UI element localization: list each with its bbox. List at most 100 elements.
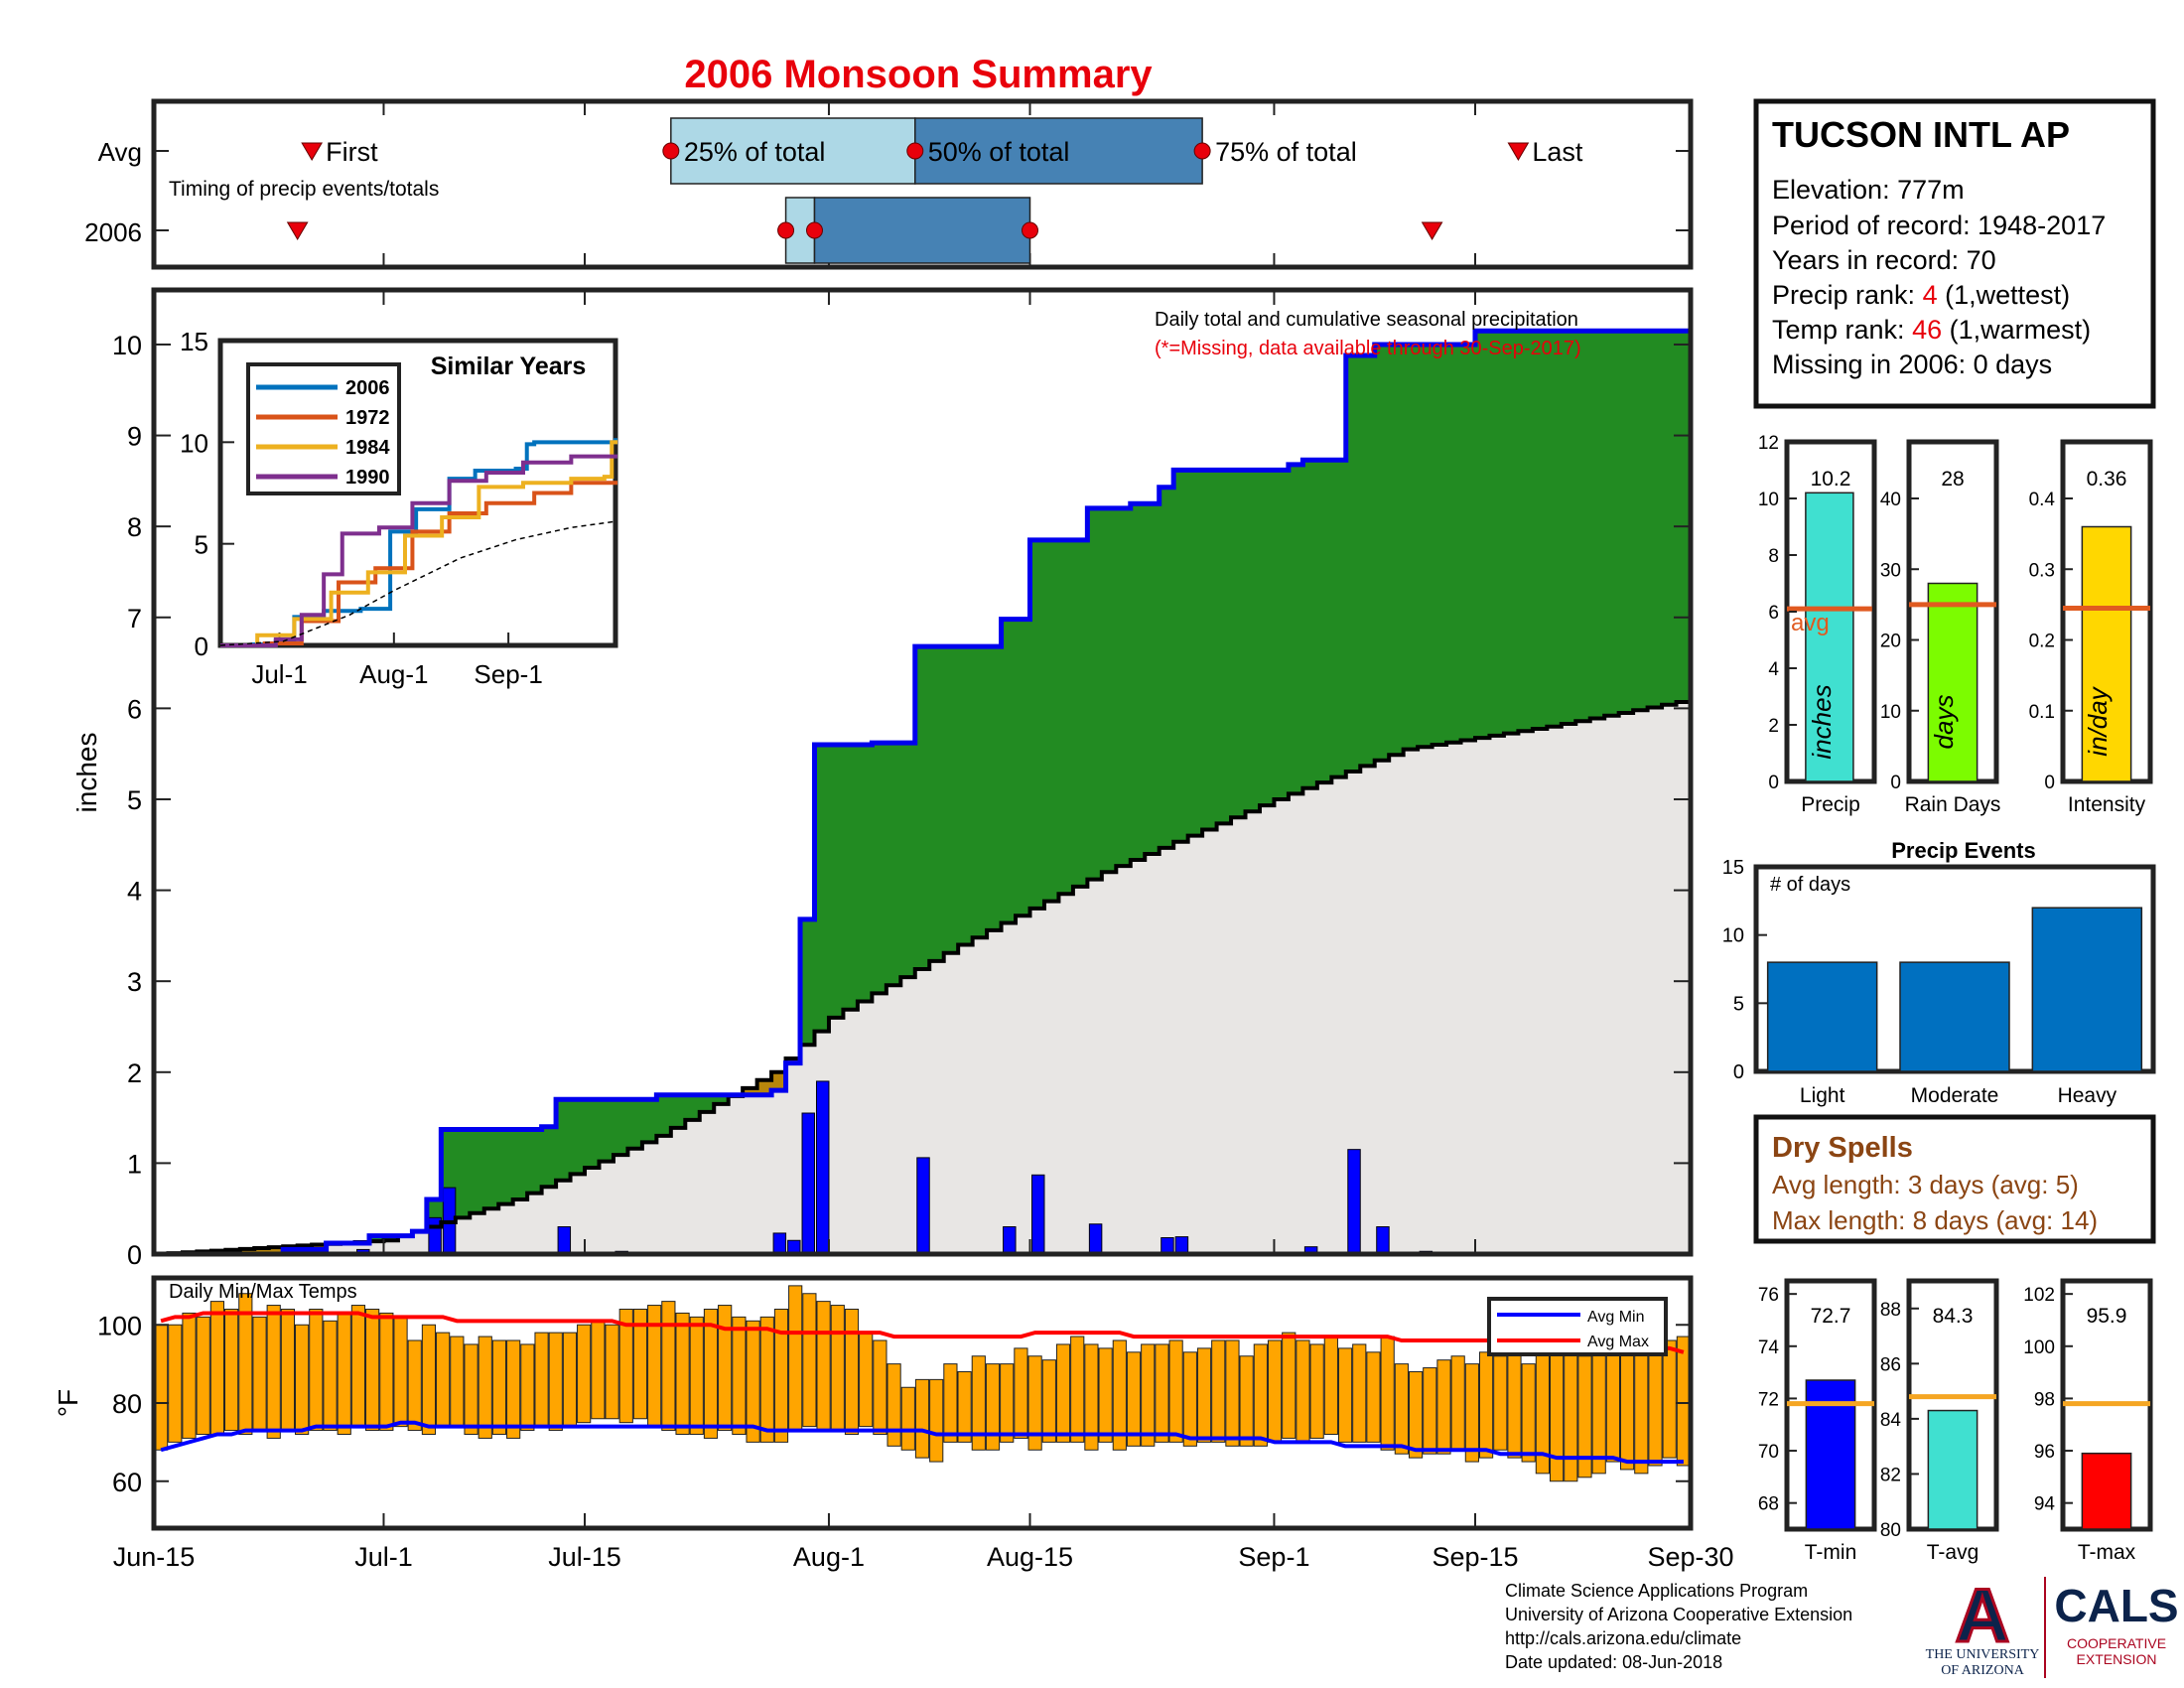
precip-panel: 10.2 Precip inches 0 2 4 6 8 10 12 avg [1758,433,1877,816]
daily-temp-bar [1027,1355,1042,1451]
daily-temp-bar [478,1336,492,1439]
daily-temp-bar [421,1324,437,1435]
ua-text-1: THE UNIVERSITY [1926,1647,2040,1662]
main-y-tick-label: 7 [127,604,142,633]
credits: Climate Science Applications Program Uni… [1505,1581,1852,1672]
daily-temp-bar [802,1293,817,1428]
timing-q25-label: 25% of total [684,137,826,167]
daily-temp-bar [732,1316,747,1435]
daily-temp-bar [379,1312,394,1432]
intensity-panel: 0.36 Intensity in/day 0 0.1 0.2 0.3 0.4 [2029,439,2153,816]
station-period: Period of record: 1948-2017 [1772,211,2106,240]
events-category-label: Moderate [1911,1084,1999,1107]
timing-quartile-marker [805,221,823,239]
precip-unit: inches [1807,684,1837,759]
daily-precip-bar [1347,1149,1361,1255]
daily-temp-bar [1225,1339,1240,1447]
daily-temp-bar [1267,1339,1283,1443]
intensity-value: 0.36 [2087,468,2127,491]
main-y-tick-label: 2 [127,1058,142,1088]
daily-precip-bars [356,1080,1433,1255]
daily-temp-bar [1549,1339,1565,1482]
daily-precip-bar [1031,1174,1045,1255]
temp-title: Daily Min/Max Temps [169,1281,357,1303]
inset-series-line [220,454,617,647]
daily-temp-bar [238,1293,253,1435]
raindays-panel: 28 Rain Days days 0 10 20 30 40 [1880,439,2001,816]
station-elevation: Elevation: 777m [1772,175,1965,205]
precip-value: 10.2 [1811,468,1851,491]
station-missing: Missing in 2006: 0 days [1772,350,2052,379]
daily-temp-bar [1141,1343,1156,1447]
tmin-label: T-min [1805,1541,1857,1564]
main-border [151,287,1694,1257]
raindays-y-tick-label: 10 [1880,702,1901,723]
daily-temp-bar [1282,1332,1297,1439]
daily-temp-bar [1605,1347,1620,1463]
x-tick-label: Aug-15 [987,1542,1073,1572]
tavg-y-tick-label: 80 [1880,1520,1901,1541]
avg-cumulative-fill [154,699,1691,1254]
raindays-unit: days [1929,695,1959,750]
inset-title: Similar Years [431,352,587,380]
timing-avg-label: Avg [98,137,142,167]
cals-text-2: EXTENSION [2077,1651,2157,1667]
figure-title: 2006 Monsoon Summary [684,53,1153,96]
daily-temp-bar [323,1320,338,1432]
tmax-bar [2081,1452,2132,1530]
intensity-bar [2081,525,2132,782]
raindays-y-tick-label: 20 [1880,632,1901,652]
station-frame [1753,98,2156,409]
daily-precip-bar [557,1226,572,1255]
timing-q25-q50-box [670,117,916,185]
daily-temp-bar [182,1312,197,1439]
legend-avg-max: Avg Max [1587,1334,1649,1350]
tmax-value: 95.9 [2087,1305,2127,1328]
main-y-tick-label: 1 [127,1149,142,1179]
inset-x-tick-label: Jul-1 [251,659,307,689]
tavg-panel: 84.3 T-avg 80 82 84 86 88 [1880,1278,1999,1564]
temp-plot: 60 80 100 [97,1285,1692,1526]
daily-temp-bar [1423,1367,1437,1455]
cals-text-1: COOPERATIVE [2067,1635,2166,1651]
events-category-label: Heavy [2058,1084,2117,1107]
daily-temp-bar [1098,1347,1113,1443]
timing-q50-q75-box [813,197,1031,264]
main-y-tick-label: 4 [127,877,142,907]
station-precip-rank: Precip rank: 4 (1,wettest) [1772,280,2070,310]
daily-temp-bar [1323,1336,1338,1435]
main-y-tick-label: 3 [127,967,142,997]
precip-y-tick-label: 0 [1768,773,1779,793]
daily-temp-bar [759,1316,774,1443]
main-y-axis: 0 1 2 3 4 5 6 7 8 9 10 [112,292,1692,1270]
daily-temp-bar [491,1339,507,1435]
tavg-y-tick-label: 88 [1880,1300,1901,1321]
main-y-tick-label: 6 [127,694,142,724]
raindays-label: Rain Days [1905,793,2001,816]
x-tick-label: Jun-15 [113,1542,196,1572]
timing-q50-q75-box [914,117,1203,185]
cumulative-2006-line [154,326,1694,1257]
main-fills [154,331,1692,1254]
precip-label: Precip [1801,793,1860,816]
daily-temp-bar [577,1324,592,1424]
daily-precip-bar [1174,1236,1189,1255]
daily-temp-bar [1507,1347,1522,1459]
timing-quartile-marker [777,221,795,239]
inset-legend-label: 2006 [345,377,390,399]
tavg-value: 84.3 [1933,1305,1974,1328]
daily-temp-bar [1464,1363,1479,1463]
tavg-bar [1927,1409,1979,1530]
daily-temp-bar [1634,1343,1649,1475]
inset-series-line [219,520,616,646]
tmax-y-tick-label: 94 [2034,1494,2056,1515]
events-y-tick-label: 5 [1733,993,1744,1015]
raindays-y-tick-label: 0 [1890,773,1901,793]
cals-wordmark: CALS [2054,1580,2178,1631]
daily-temp-bar [295,1324,310,1435]
events-y-tick-label: 0 [1733,1061,1744,1083]
timing-first-last-marker [1421,221,1443,240]
main-y-tick-label: 9 [127,422,142,452]
x-tick-label: Sep-15 [1432,1542,1518,1572]
